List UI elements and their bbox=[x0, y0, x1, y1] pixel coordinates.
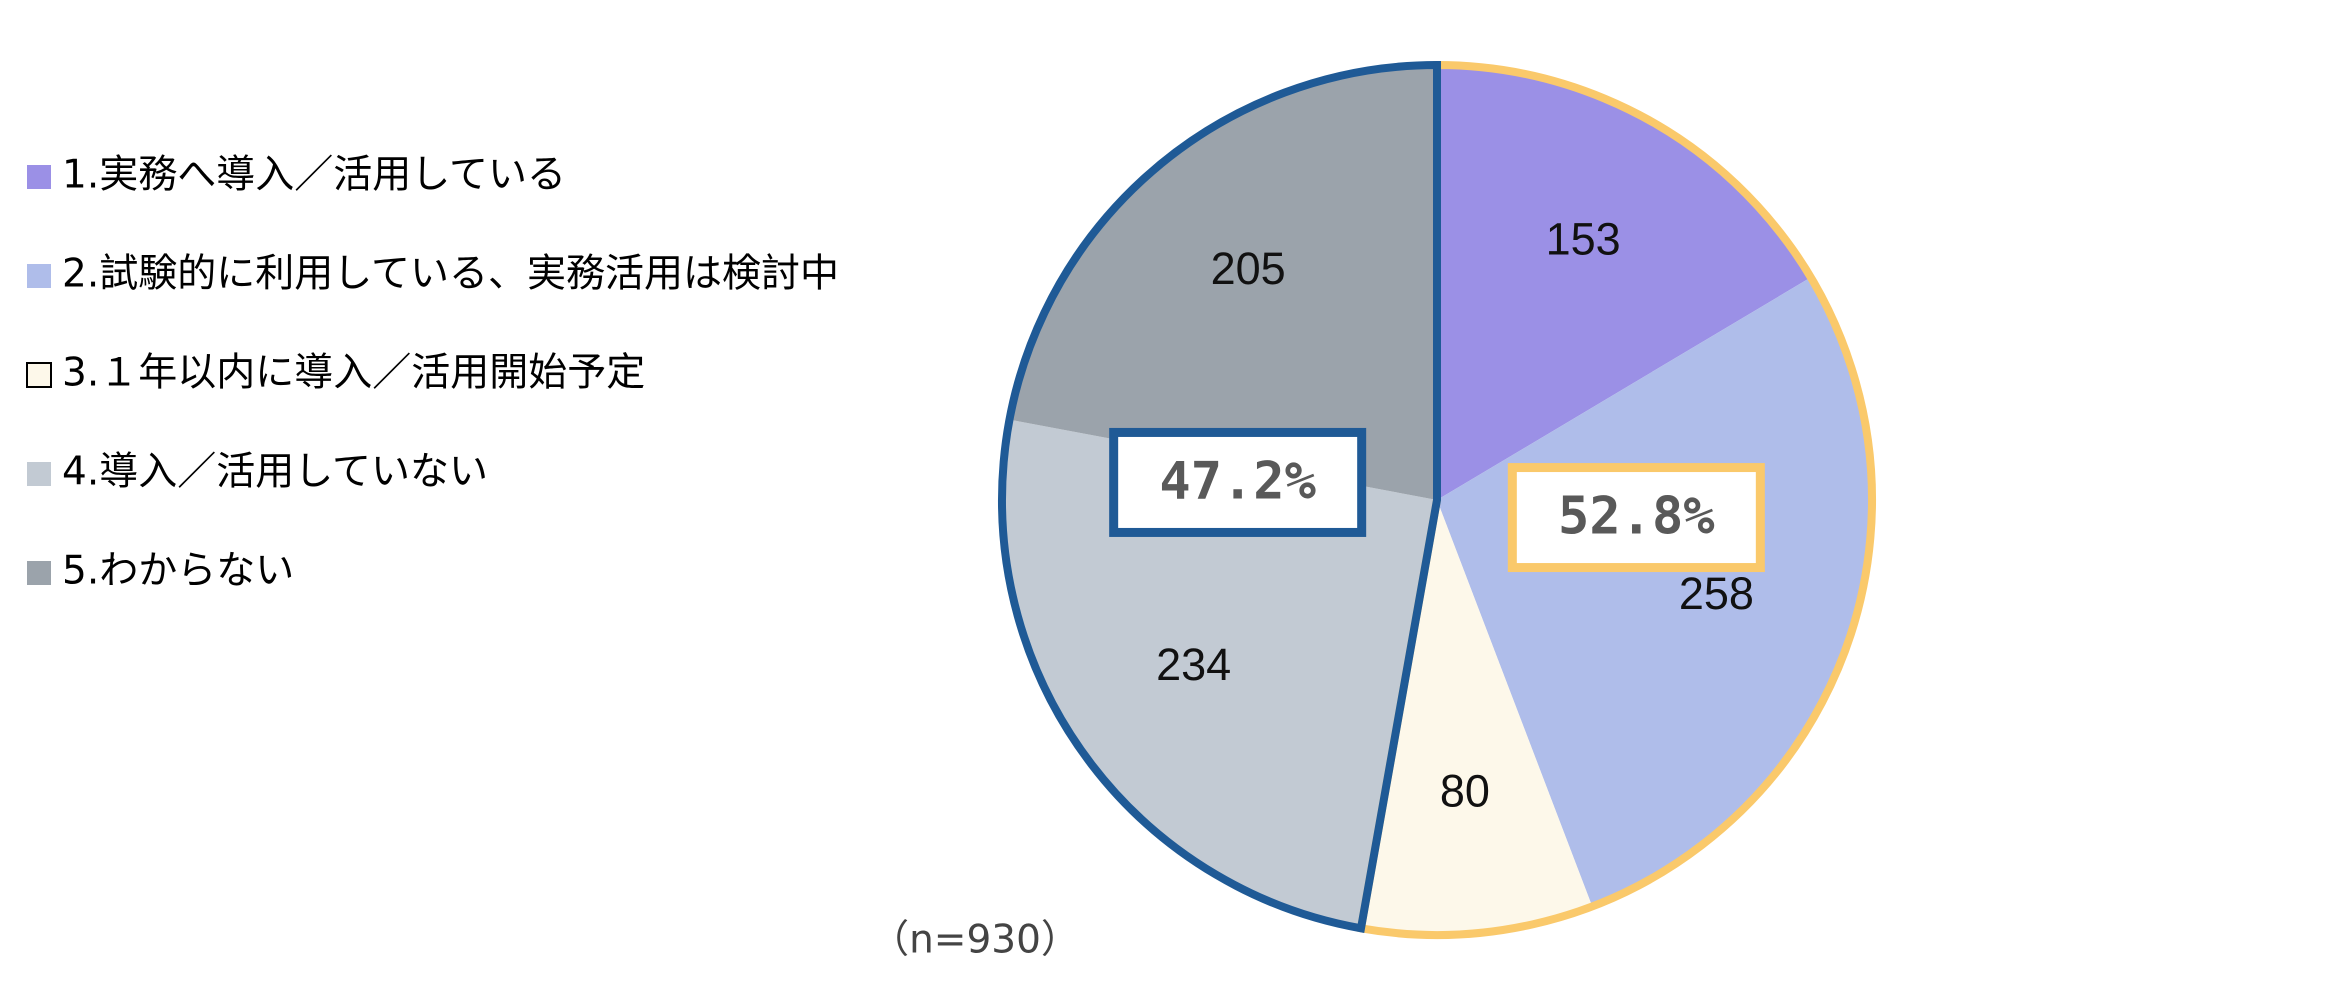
pie-slice bbox=[1001, 419, 1437, 929]
pie-slice bbox=[1009, 65, 1437, 500]
legend-marker bbox=[27, 561, 51, 585]
legend-marker bbox=[26, 362, 52, 388]
legend-label: 1.実務へ導入／活用している bbox=[62, 153, 566, 198]
value-label: 153 bbox=[1546, 214, 1621, 265]
group-box bbox=[1109, 427, 1367, 537]
value-label: 205 bbox=[1211, 243, 1286, 294]
legend-marker bbox=[27, 165, 51, 189]
legend-label: 3.１年以内に導入／活用開始予定 bbox=[62, 351, 645, 396]
pie-slice bbox=[1437, 277, 1872, 907]
pie-slice bbox=[1437, 65, 1811, 500]
legend-marker bbox=[27, 462, 51, 486]
sample-size-note: （n=930） bbox=[870, 918, 1080, 963]
value-label: 258 bbox=[1679, 568, 1754, 619]
group-label: 47.2% bbox=[1159, 451, 1316, 511]
group-outline bbox=[998, 60, 1441, 933]
group-label: 52.8% bbox=[1558, 487, 1715, 547]
legend-marker bbox=[27, 264, 51, 288]
group-outline bbox=[1356, 60, 1876, 939]
legend-label: 4.導入／活用していない bbox=[62, 450, 488, 495]
legend-label: 2.試験的に利用している、実務活用は検討中 bbox=[62, 252, 839, 297]
value-label: 234 bbox=[1156, 639, 1231, 690]
group-box bbox=[1507, 463, 1765, 573]
legend-label: 5.わからない bbox=[62, 549, 294, 594]
value-label: 80 bbox=[1440, 765, 1490, 816]
